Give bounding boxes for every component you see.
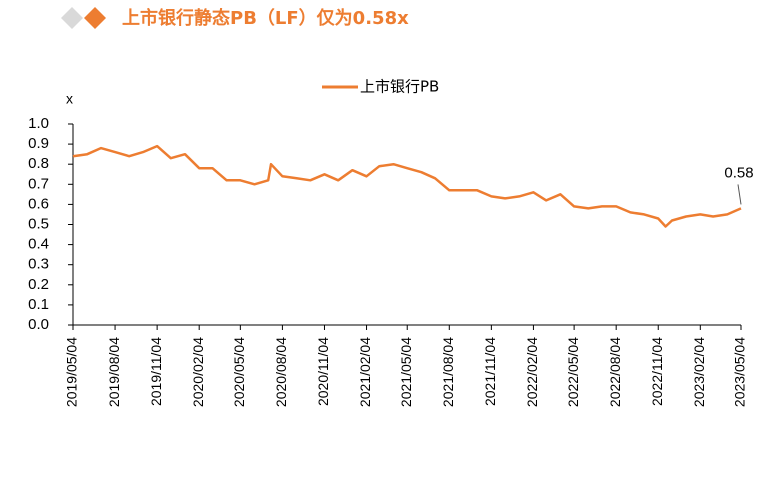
chart-title: 上市银行静态PB（LF）仅为0.58x xyxy=(122,7,409,29)
x-tick-label: 2022/05/04 xyxy=(565,337,581,407)
line xyxy=(72,144,742,228)
y-tick-label: 0.9 xyxy=(28,135,49,152)
y-tick-label: 1.0 xyxy=(28,115,49,132)
x-tick-label: 2021/05/04 xyxy=(398,337,414,407)
x-tick-label: 2022/02/04 xyxy=(524,337,540,407)
legend-label: 上市银行PB xyxy=(360,78,439,96)
x-tick-label: 2020/11/04 xyxy=(315,337,331,406)
y-tick-label: 0.4 xyxy=(28,236,49,253)
x-tick-label: 2020/02/04 xyxy=(190,337,206,407)
x-tick-label: 2023/02/04 xyxy=(691,337,707,407)
y-tick-label: 0.0 xyxy=(28,316,49,333)
x-tick-label: 2021/11/04 xyxy=(482,337,498,406)
x-tick-label: 2022/11/04 xyxy=(649,337,665,406)
x-tick-label: 2019/08/04 xyxy=(106,337,122,407)
y-tick-label: 0.3 xyxy=(28,256,49,273)
y-tick-label: 0.2 xyxy=(28,276,49,293)
x-tick-label: 2020/05/04 xyxy=(231,337,247,407)
y-tick-label: 0.5 xyxy=(28,215,49,232)
x-tick-label: 2020/08/04 xyxy=(273,337,289,407)
annotation: 0.58 xyxy=(724,164,753,181)
annotation-leader xyxy=(737,184,742,205)
x-tick-label: 2022/08/04 xyxy=(607,337,623,407)
x-tick-label: 2021/08/04 xyxy=(440,337,456,407)
y-tick-label: 0.7 xyxy=(28,175,49,192)
x-tick-label: 2019/05/04 xyxy=(64,337,80,407)
y-tick-label: 0.8 xyxy=(28,155,49,172)
y-tick-label: 0.6 xyxy=(28,195,49,212)
x-tick-label: 2023/05/04 xyxy=(732,337,748,407)
y-tick-label: 0.1 xyxy=(28,296,49,313)
x-tick-label: 2019/11/04 xyxy=(148,337,164,406)
x-tick-label: 2021/02/04 xyxy=(357,337,373,407)
y-axis-label: x xyxy=(66,91,73,107)
decor-diamond xyxy=(61,7,83,29)
decor-diamond xyxy=(84,7,106,29)
